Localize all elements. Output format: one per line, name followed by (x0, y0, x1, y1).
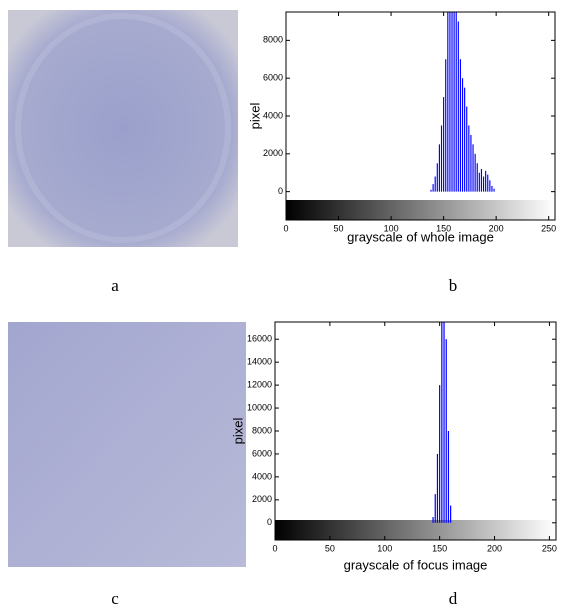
bar (466, 106, 468, 192)
x-tick-label: 200 (489, 223, 504, 233)
x-axis-label: grayscale of whole image (347, 229, 494, 244)
x-tick-label: 150 (432, 543, 447, 553)
bar (432, 517, 434, 523)
x-tick-label: 0 (283, 223, 288, 233)
panel-label: a (111, 276, 119, 295)
bar (445, 339, 447, 523)
bar (447, 431, 450, 523)
y-tick-label: 16000 (247, 334, 272, 344)
bar (489, 180, 491, 192)
x-tick-label: 50 (334, 223, 344, 233)
bar (443, 97, 445, 192)
bar (464, 87, 466, 192)
y-tick-label: 4000 (263, 110, 283, 120)
bar (482, 176, 485, 192)
x-tick-label: 250 (542, 543, 557, 553)
bar (432, 184, 434, 192)
photo-c (8, 322, 246, 567)
x-tick-label: 100 (384, 223, 399, 233)
bar (474, 153, 476, 192)
y-tick-label: 2000 (263, 148, 283, 158)
bar (445, 59, 447, 192)
y-axis-label: pixel (230, 418, 245, 445)
bars (432, 322, 452, 523)
bar (478, 172, 480, 192)
bar (487, 174, 489, 192)
x-axis-label: grayscale of focus image (344, 557, 488, 572)
y-tick-label: 0 (278, 186, 283, 196)
bar (430, 189, 432, 192)
panel-label: d (449, 589, 458, 608)
bar (476, 163, 478, 192)
y-tick-label: 2000 (252, 494, 272, 504)
panel-label: b (449, 276, 458, 295)
x-tick-label: 100 (377, 543, 392, 553)
bar (449, 12, 451, 192)
bar (470, 134, 472, 192)
bar (461, 78, 464, 192)
plot-frame (274, 321, 557, 541)
bar (453, 12, 455, 192)
colorbar (275, 520, 556, 540)
y-tick-label: 8000 (263, 35, 283, 45)
bar (485, 170, 487, 192)
x-tick-label: 250 (541, 223, 556, 233)
y-tick-label: 4000 (252, 471, 272, 481)
colorbar (286, 200, 555, 220)
panel-label: c (111, 589, 119, 608)
y-tick-label: 14000 (247, 357, 272, 367)
y-tick-label: 6000 (263, 73, 283, 83)
bar (468, 125, 470, 192)
bar (436, 163, 438, 192)
bar (480, 168, 483, 192)
x-tick-label: 50 (325, 543, 335, 553)
y-tick-label: 8000 (252, 425, 272, 435)
bar (457, 21, 459, 192)
y-tick-label: 0 (267, 517, 272, 527)
bar (491, 185, 493, 192)
bar (493, 188, 495, 192)
bar (443, 322, 445, 523)
bar (472, 144, 474, 192)
x-tick-label: 0 (272, 543, 277, 553)
y-axis-label: pixel (247, 103, 262, 130)
bar (447, 12, 449, 192)
bar (440, 125, 443, 192)
photo-a (8, 10, 238, 247)
plot-frame (285, 11, 556, 221)
y-tick-label: 12000 (247, 379, 272, 389)
bar (436, 453, 439, 523)
bar (441, 322, 443, 523)
bar (455, 12, 457, 192)
x-tick-label: 150 (436, 223, 451, 233)
bar (438, 144, 440, 192)
bar (459, 59, 462, 192)
y-tick-label: 6000 (252, 448, 272, 458)
bar (439, 385, 441, 523)
bars (430, 12, 495, 192)
photo-rim (15, 13, 231, 243)
bar (434, 494, 436, 523)
y-tick-label: 10000 (247, 402, 272, 412)
x-tick-label: 200 (487, 543, 502, 553)
bar (434, 176, 436, 192)
bar (450, 505, 452, 523)
bar (451, 12, 453, 192)
